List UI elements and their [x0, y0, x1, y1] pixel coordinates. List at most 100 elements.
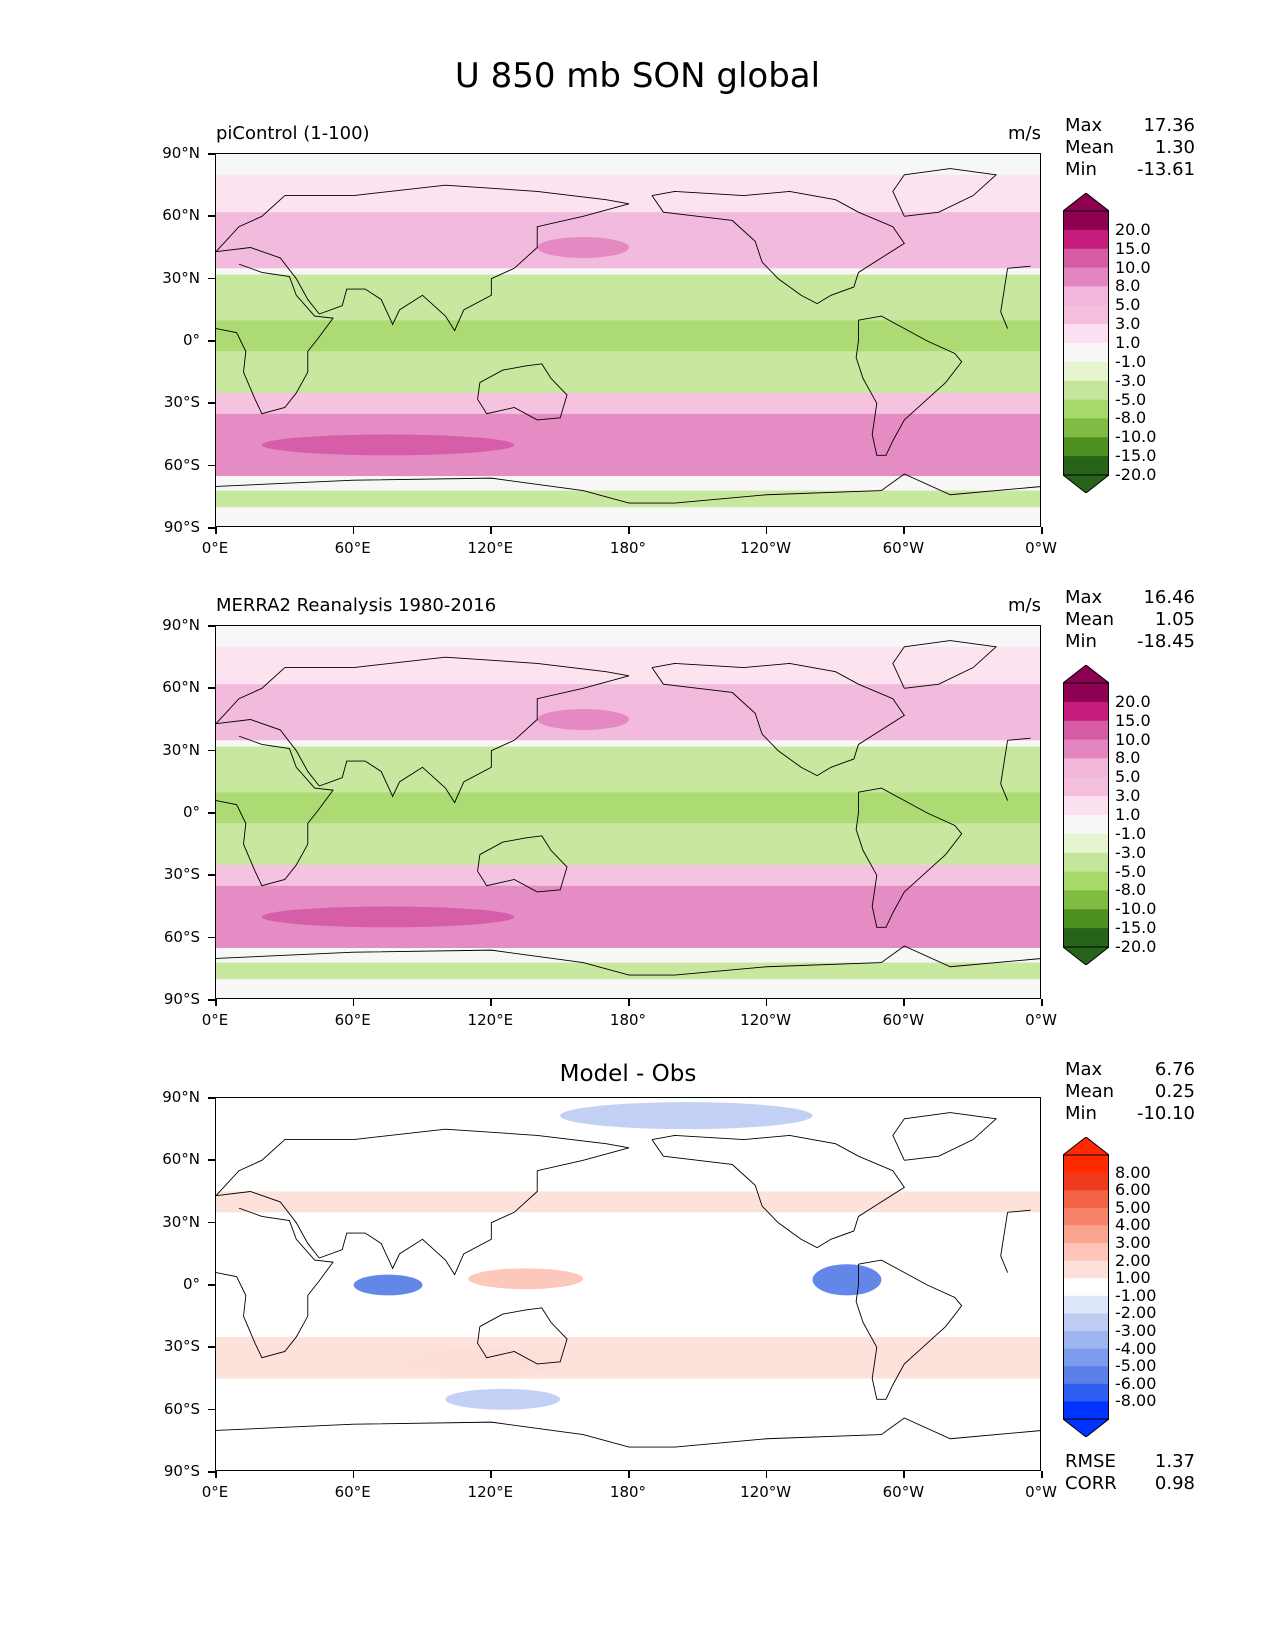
lat-tick	[208, 464, 215, 467]
lon-tick	[765, 999, 768, 1006]
lat-tick-label: 0°	[182, 331, 200, 349]
colorbar-segment	[1063, 758, 1109, 778]
contour-band	[216, 476, 1040, 491]
colorbar-segment	[1063, 1331, 1109, 1350]
lon-tick	[352, 1471, 355, 1478]
colorbar-tick-label: 5.0	[1115, 767, 1141, 787]
lon-tick-label: 60°W	[882, 539, 925, 557]
lon-tick	[1041, 527, 1043, 534]
coastline	[855, 1259, 963, 1400]
coastline	[216, 473, 1040, 504]
colorbar-tick-label: 3.0	[1115, 786, 1141, 806]
lon-tick-label: 180°	[609, 1483, 647, 1501]
lat-tick	[208, 1097, 215, 1099]
contour-band	[216, 490, 1040, 508]
colorbar-extend-max	[1063, 193, 1109, 212]
colorbar-tick-label: 3.00	[1115, 1233, 1151, 1252]
colorbar-tick-label: 8.0	[1115, 276, 1141, 296]
colorbar-tick-label: 20.0	[1115, 219, 1151, 239]
stats-box: Max 16.46 Mean 1.05 Min -18.45	[1065, 587, 1195, 653]
contour-band	[216, 646, 1040, 685]
lon-tick	[628, 1471, 630, 1478]
lat-tick	[208, 625, 215, 627]
lon-tick-label: 120°W	[740, 539, 792, 557]
lat-tick-label: 30°S	[163, 1337, 200, 1356]
lat-tick	[208, 999, 215, 1001]
max-value: 17.36	[1143, 115, 1195, 136]
main-title: U 850 mb SON global	[454, 56, 821, 96]
stats-box: Max 17.36 Mean 1.30 Min -13.61	[1065, 115, 1195, 181]
lat-tick-label: 60°N	[162, 206, 200, 225]
contour-band	[216, 948, 1040, 963]
colorbar-tick-label: -3.0	[1115, 370, 1147, 390]
colorbar-extend-min	[1063, 474, 1109, 493]
lat-tick	[208, 812, 215, 814]
lat-tick-label: 60°N	[162, 1150, 200, 1169]
colorbar-tick-label: -3.00	[1115, 1321, 1157, 1340]
lat-tick	[208, 1221, 215, 1224]
panel-title: MERRA2 Reanalysis 1980-2016	[216, 595, 497, 616]
colorbar-segment	[1063, 777, 1109, 797]
contour-band	[445, 1388, 561, 1410]
map-picontrol	[215, 153, 1041, 527]
colorbar-tick-label: 5.00	[1115, 1197, 1151, 1217]
colorbar-segment	[1063, 361, 1109, 382]
max-label: Max	[1065, 115, 1103, 136]
colorbar-tick-label: -5.0	[1115, 861, 1147, 881]
colorbar-segment	[1063, 871, 1109, 891]
coastline	[216, 1207, 334, 1359]
map-merra2	[215, 625, 1041, 999]
lat-tick	[208, 936, 215, 939]
colorbar-tick-label: 15.0	[1115, 238, 1151, 258]
colorbar-segment	[1063, 796, 1109, 816]
lat-tick-label: 30°S	[163, 393, 200, 412]
lon-tick	[903, 999, 905, 1006]
corr-label: CORR	[1065, 1473, 1117, 1494]
min-value: -18.45	[1136, 631, 1195, 652]
lon-tick-label: 120°E	[467, 539, 514, 557]
lat-tick	[208, 153, 215, 155]
colorbar-segment	[1063, 324, 1109, 344]
error-stats: RMSE 1.37 CORR 0.98	[1065, 1451, 1195, 1495]
colorbar-segment	[1063, 305, 1109, 325]
colorbar-segment	[1063, 1313, 1109, 1332]
colorbar-tick-label: 2.00	[1115, 1250, 1151, 1270]
colorbar-segment	[1063, 1295, 1109, 1314]
colorbar-tick-label: -20.0	[1115, 937, 1157, 956]
lat-tick	[208, 874, 215, 876]
colorbar-extend-min	[1063, 946, 1109, 965]
colorbar-segment	[1063, 852, 1109, 873]
colorbar-tick-label: -10.0	[1115, 899, 1157, 919]
coastline	[855, 315, 963, 456]
max-label: Max	[1065, 1059, 1103, 1080]
colorbar-segment	[1063, 1190, 1109, 1209]
field-plot	[216, 1098, 1040, 1470]
colorbar-segment	[1063, 1383, 1109, 1402]
lon-tick	[765, 1471, 768, 1478]
contour-band	[216, 274, 1040, 321]
corr-value: 0.98	[1154, 1473, 1195, 1494]
contour-band	[216, 1191, 1040, 1213]
colorbar-segment	[1063, 1243, 1109, 1262]
contour-band	[812, 1264, 882, 1296]
contour-band	[216, 962, 1040, 980]
lon-tick	[352, 999, 355, 1006]
lon-tick-label: 180°	[609, 539, 647, 557]
panel-merra2: MERRA2 Reanalysis 1980-2016 m/s Max 16.46…	[0, 587, 1275, 1085]
coastline	[651, 1134, 905, 1249]
colorbar-tick-label: 1.00	[1115, 1268, 1151, 1288]
colorbar-segment	[1063, 739, 1109, 759]
lon-tick	[765, 527, 768, 534]
lat-tick-label: 90°N	[162, 1088, 200, 1106]
contour-band	[216, 864, 1040, 886]
lat-tick	[208, 1159, 215, 1161]
lon-tick-label: 60°E	[334, 1483, 371, 1501]
panel-units: m/s	[1008, 595, 1041, 616]
lat-tick	[208, 687, 215, 689]
lon-tick-label: 0°E	[201, 1483, 229, 1501]
lon-tick	[903, 1471, 905, 1478]
coastline	[216, 1128, 630, 1276]
lat-tick	[208, 340, 215, 342]
colorbar-tick-label: -8.0	[1115, 880, 1147, 900]
contour-band	[216, 392, 1040, 414]
